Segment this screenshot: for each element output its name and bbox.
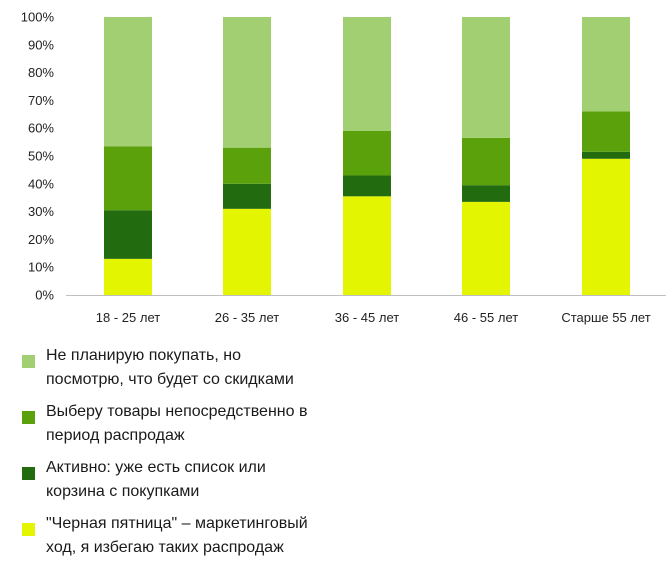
legend-item-not-planning: Не планирую покупать, но посмотрю, что б… bbox=[0, 344, 672, 396]
y-tick-label: 70% bbox=[28, 93, 54, 108]
y-tick-label: 20% bbox=[28, 232, 54, 247]
legend-swatch bbox=[22, 411, 35, 424]
bar-segment bbox=[343, 17, 391, 131]
x-tick-label: 18 - 25 лет bbox=[96, 310, 160, 325]
bar-segment bbox=[104, 210, 152, 259]
legend-swatch bbox=[22, 523, 35, 536]
legend-label: Выберу товары непосредственно в период р… bbox=[46, 403, 308, 444]
bar-segment bbox=[223, 147, 271, 184]
bar-segment bbox=[582, 111, 630, 152]
bar-segment bbox=[343, 130, 391, 176]
y-tick-label: 90% bbox=[28, 37, 54, 52]
y-tick-label: 100% bbox=[21, 10, 55, 25]
legend-swatch bbox=[22, 355, 35, 368]
bar-segment bbox=[582, 17, 630, 112]
legend-item-avoid-black-friday: "Черная пятница" – маркетинговый ход, я … bbox=[0, 512, 672, 564]
legend-item-active: Активно: уже есть список или корзина с п… bbox=[0, 456, 672, 508]
legend-label: "Черная пятница" – маркетинговый ход, я … bbox=[46, 515, 308, 556]
y-axis: 0% 10% 20% 30% 40% 50% 60% 70% 80% 90% 100% bbox=[21, 10, 55, 303]
x-tick-label: 46 - 55 лет bbox=[454, 310, 518, 325]
stacked-bar-chart: 0% 10% 20% 30% 40% 50% 60% 70% 80% 90% 100% 18 - 2… bbox=[21, 10, 666, 325]
y-tick-label: 10% bbox=[28, 260, 54, 275]
bar-segment bbox=[582, 158, 630, 295]
bars bbox=[104, 17, 630, 295]
x-axis: 18 - 25 лет 26 - 35 лет 36 - 45 лет 46 - 55… bbox=[66, 295, 666, 325]
x-tick-label: 36 - 45 лет bbox=[335, 310, 399, 325]
y-tick-label: 50% bbox=[28, 149, 54, 164]
bar-segment bbox=[582, 151, 630, 159]
bar-segment bbox=[462, 201, 510, 295]
bar-segment bbox=[462, 185, 510, 202]
bar-segment bbox=[343, 196, 391, 295]
bar-segment bbox=[104, 146, 152, 211]
y-tick-label: 60% bbox=[28, 121, 54, 136]
x-tick-label: Старше 55 лет bbox=[561, 310, 650, 325]
bar-segment bbox=[104, 17, 152, 147]
bar-segment bbox=[343, 175, 391, 197]
x-tick-label: 26 - 35 лет bbox=[215, 310, 279, 325]
y-tick-label: 40% bbox=[28, 176, 54, 191]
bar-segment bbox=[462, 17, 510, 138]
legend-label: Активно: уже есть список или корзина с п… bbox=[46, 459, 266, 500]
y-tick-label: 80% bbox=[28, 65, 54, 80]
legend-item-choose-during-sale: Выберу товары непосредственно в период р… bbox=[0, 400, 672, 452]
y-tick-label: 0% bbox=[35, 288, 54, 303]
bar-segment bbox=[462, 137, 510, 186]
bar-segment bbox=[223, 17, 271, 148]
bar-segment bbox=[104, 258, 152, 295]
bar-segment bbox=[223, 208, 271, 295]
y-tick-label: 30% bbox=[28, 204, 54, 219]
legend-label: Не планирую покупать, но посмотрю, что б… bbox=[46, 347, 294, 388]
legend-swatch bbox=[22, 467, 35, 480]
bar-segment bbox=[223, 183, 271, 209]
